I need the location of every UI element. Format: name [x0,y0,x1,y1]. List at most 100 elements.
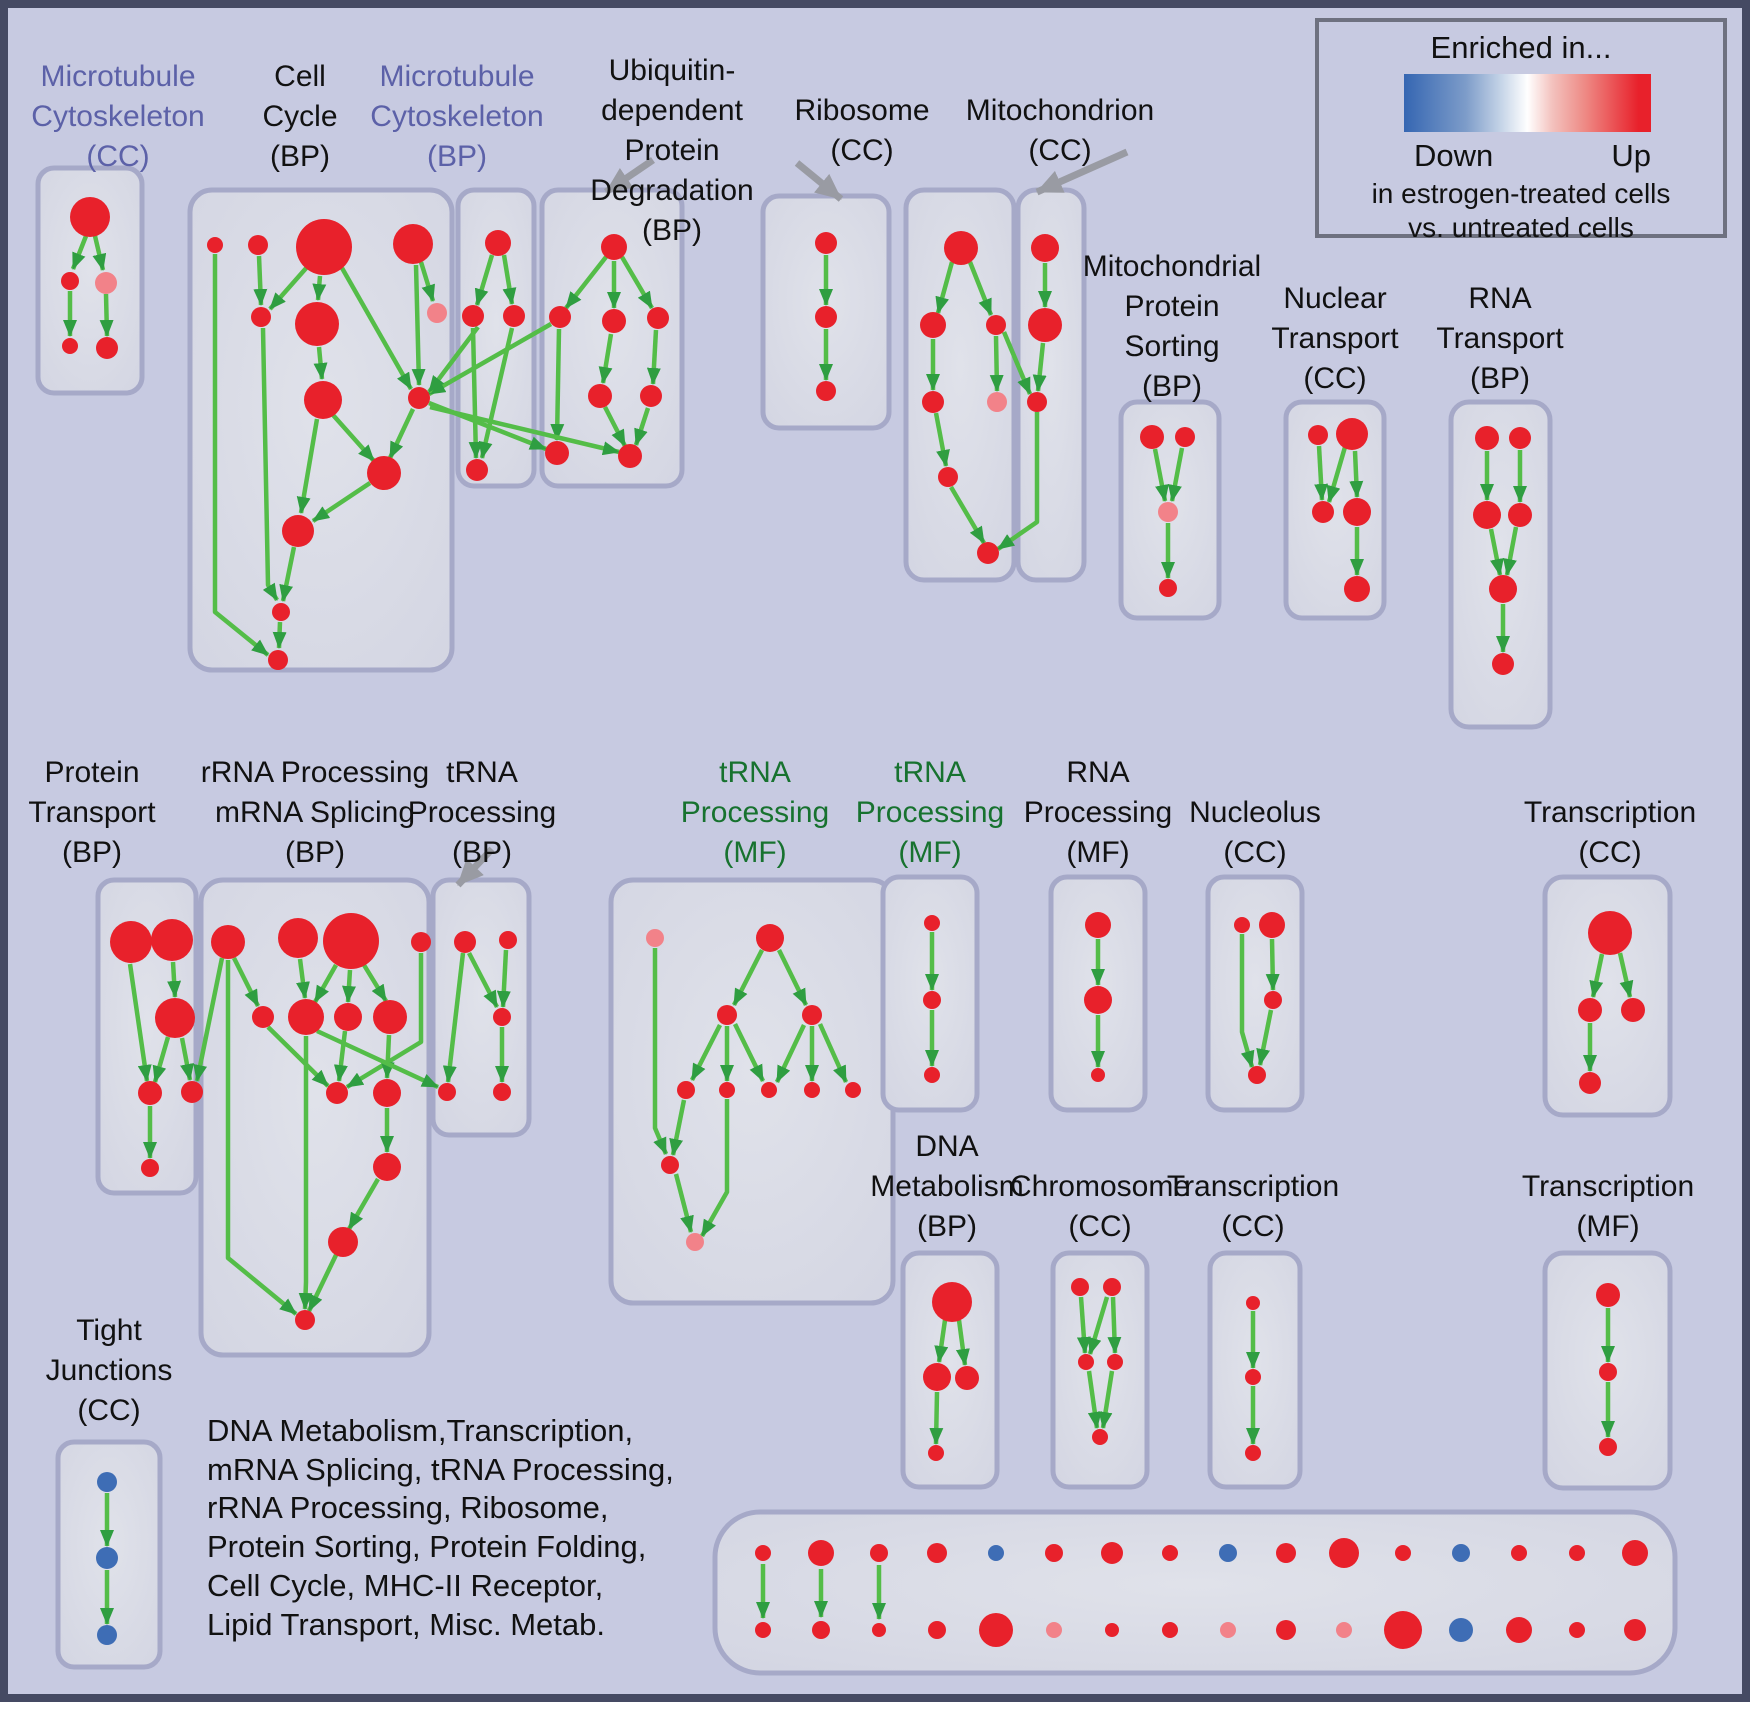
go-term-node [367,456,401,490]
go-term-node [955,1366,979,1390]
misc-text-line: DNA Metabolism,Transcription, [207,1413,634,1448]
go-term-node [755,1545,771,1561]
edge-arrow [496,949,511,1008]
go-term-node [1336,1622,1352,1638]
edge-arrow [279,546,297,602]
go-term-node [1622,1540,1648,1566]
edge-arrow [1168,447,1185,502]
go-term-node [1588,911,1632,955]
go-term-node [1569,1622,1585,1638]
go-term-node [373,1079,401,1107]
go-term-node [138,1081,162,1105]
legend-note-line1: in estrogen-treated cells [1371,178,1671,209]
go-term-node [1045,1544,1063,1562]
go-term-node [207,237,223,253]
go-term-node [1219,1544,1237,1562]
edge-arrow [260,327,279,602]
edge-arrow [689,1023,723,1082]
edge-arrow [313,963,338,1004]
go-term-node [802,1005,822,1025]
edge-arrow [345,953,424,1089]
group-label-trna-processing-bp: tRNA Processing (BP) [408,756,556,869]
edge-arrow [311,481,372,523]
edge-arrow [266,1025,330,1088]
edge-arrow [1107,1296,1122,1354]
misc-text-line: Lipid Transport, Misc. Metab. [207,1606,605,1642]
go-term-node [1475,426,1499,450]
go-term-node [295,302,339,346]
go-term-node [870,1544,888,1562]
edge-arrow [598,333,614,384]
go-term-node [602,309,626,333]
edge-arrow [272,621,287,649]
edge-arrow [996,412,1040,551]
edge-arrow [1076,1296,1091,1354]
go-term-node [1344,576,1370,602]
edge-arrow [331,413,376,463]
go-term-node [1259,912,1285,938]
group-label-nuclear-transport-cc: Nuclear Transport (CC) [1271,282,1399,395]
go-term-node [454,931,476,953]
go-term-node [248,235,268,255]
group-box-rna-transport-bp [1448,399,1553,730]
edge-arrow [429,404,620,456]
edge-arrow [550,328,565,441]
go-term-node [1506,1617,1532,1643]
edge-arrow [268,264,310,311]
go-term-node [493,1083,511,1101]
go-term-node [328,1227,358,1257]
go-term-node [1027,392,1047,412]
go-term-node [804,1082,820,1098]
go-term-node [872,1623,886,1637]
go-term-node [1159,579,1177,597]
go-term-node [987,392,1007,412]
go-term-node [640,385,662,407]
legend-up-label: Up [1611,138,1651,173]
go-term-node [686,1233,704,1251]
go-term-node [503,305,525,327]
misc-text-line: mRNA Splicing, tRNA Processing, [207,1451,674,1487]
go-term-node [977,542,999,564]
go-term-node [1046,1622,1062,1638]
edge-arrow [1314,445,1329,501]
go-term-node [61,272,79,290]
edge-arrow [468,327,483,459]
go-term-node [1395,1545,1411,1561]
edge-arrow [231,956,261,1008]
edge-arrow [1589,953,1605,998]
go-term-node [808,1540,834,1566]
edge-arrow [776,949,809,1006]
go-term-node [618,444,642,468]
go-term-node [588,384,612,408]
go-term-node [155,998,195,1038]
go-term-node [408,387,430,409]
go-term-node [151,919,193,961]
go-term-node [755,1622,771,1638]
misc-pathways-text: DNA Metabolism,Transcription, mRNA Splic… [207,1412,674,1644]
go-term-node [304,381,342,419]
group-label-nucleolus-cc: Nucleolus (CC) [1189,796,1321,869]
group-box-ribosome-cc [903,187,1017,583]
go-term-node [95,272,117,294]
go-term-node [1234,917,1250,933]
label-pointer-arrow [455,846,495,888]
misc-text-line: Protein Sorting, Protein Folding, [207,1529,647,1565]
group-label-cell-cycle-bp: Cell Cycle (BP) [262,60,337,173]
edge-arrow [652,948,669,1155]
go-term-node [1248,1066,1266,1084]
go-term-node [427,303,447,323]
group-label-microtubule-cytoskeleton-bp: Microtubule Cytoskeleton (BP) [370,60,543,173]
edge-arrow [633,407,651,446]
edge-arrow [934,1319,949,1363]
go-term-node [296,219,352,275]
edge-arrow [774,1024,807,1083]
go-term-node [845,1082,861,1098]
go-term-node [110,921,152,963]
edge-arrow [989,335,1004,392]
edge-arrow [1349,450,1364,498]
go-term-node [1452,1544,1470,1562]
edge-arrow [700,1099,730,1238]
edge-arrow [731,948,765,1007]
